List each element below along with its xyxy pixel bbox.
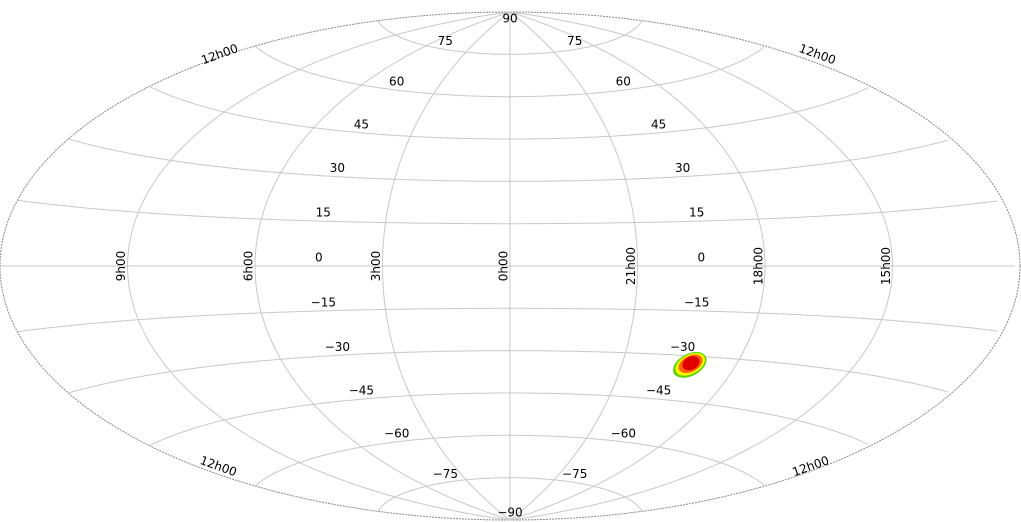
parallel-line (149, 86, 869, 140)
parallel-label: 0 (315, 251, 323, 265)
parallel-label: 45 (651, 117, 666, 131)
meridian-label: 3h00 (369, 251, 383, 282)
probability-region (673, 352, 707, 378)
parallel-line (68, 350, 948, 394)
parallel-line (17, 307, 998, 333)
parallel-label: −75 (433, 467, 458, 481)
parallel-label: −45 (349, 384, 374, 398)
parallel-label: −60 (611, 426, 636, 440)
parallel-label: 60 (616, 75, 631, 89)
parallel-label: −15 (684, 295, 709, 309)
meridian-label: 18h00 (752, 247, 766, 285)
parallel-label: 60 (389, 75, 404, 89)
parallel-line (149, 392, 869, 446)
parallel-label: −30 (670, 340, 695, 354)
parallel-label: 45 (354, 117, 369, 131)
parallel-line (254, 45, 764, 98)
parallel-line (377, 477, 643, 512)
parallel-label: −60 (384, 426, 409, 440)
parallel-label: 0 (697, 251, 705, 265)
meridian-label: 21h00 (624, 247, 638, 285)
parallel-label: −90 (497, 506, 522, 520)
meridian-label: 15h00 (879, 247, 893, 285)
coordinate-grid (0, 11, 1015, 521)
parallel-label: −75 (562, 467, 587, 481)
parallel-label: 90 (502, 12, 517, 26)
parallel-label: 30 (675, 161, 690, 175)
meridian-line (126, 11, 511, 521)
parallel-line (254, 434, 764, 487)
meridian-line (254, 11, 511, 521)
parallel-label: 15 (316, 206, 331, 220)
parallel-label: −30 (325, 340, 350, 354)
meridian-line (509, 11, 894, 521)
parallel-line (17, 199, 998, 225)
meridian-label: 6h00 (242, 251, 256, 282)
meridian-line (509, 11, 766, 521)
meridian-label: 9h00 (114, 251, 128, 282)
parallel-line (68, 138, 948, 182)
parallel-line (377, 20, 643, 55)
parallel-label: 75 (567, 34, 582, 48)
parallel-label: −15 (311, 295, 336, 309)
parallel-label: 75 (438, 34, 453, 48)
meridian-line (381, 11, 511, 521)
parallel-label: 30 (330, 161, 345, 175)
meridian-label: 0h00 (497, 251, 511, 282)
parallel-label: −45 (646, 384, 671, 398)
probability-contour (682, 356, 700, 371)
parallel-label: 15 (689, 206, 704, 220)
meridian-line (509, 11, 639, 521)
